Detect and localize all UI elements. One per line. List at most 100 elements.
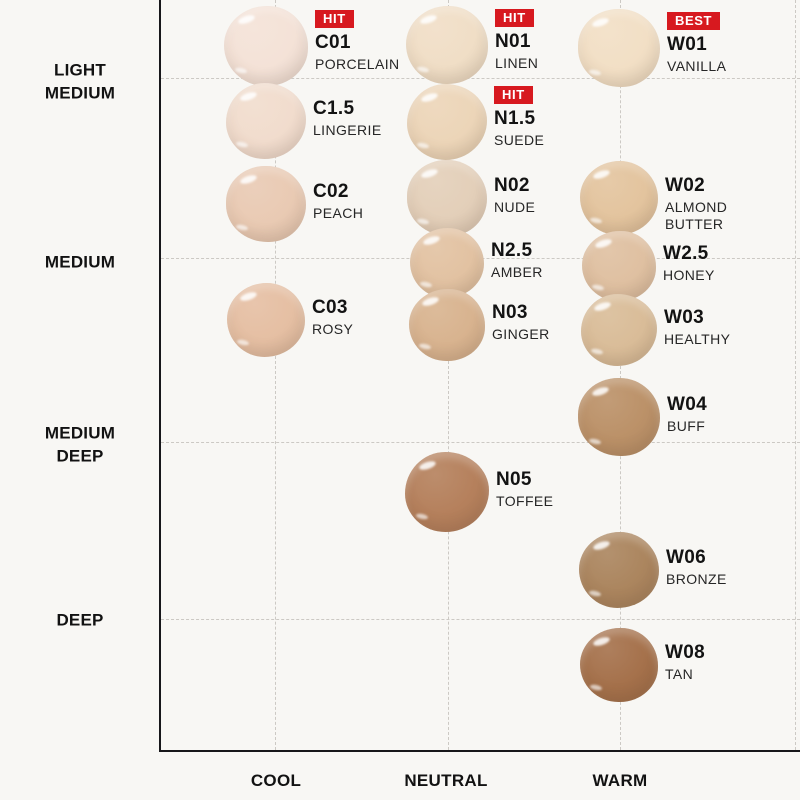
swatch-highlight — [591, 539, 611, 552]
shade-name: HONEY — [663, 267, 715, 284]
shade-swatch-c02 — [226, 166, 306, 242]
swatch-highlight — [238, 173, 258, 186]
depth-label-light-medium: LIGHT MEDIUM — [5, 59, 155, 106]
swatch-highlight — [415, 513, 429, 521]
shade-code: N05 — [496, 469, 532, 490]
shade-label-n01: HIT N01 LINEN — [495, 9, 538, 72]
shade-code: W06 — [666, 547, 706, 568]
shade-swatch-c03 — [227, 283, 305, 357]
shade-code: C01 — [315, 32, 351, 53]
shade-name-line: BRONZE — [666, 570, 727, 587]
x-axis-line — [159, 750, 800, 752]
swatch-highlight — [236, 223, 249, 232]
swatch-highlight — [236, 140, 249, 149]
shade-name-line: HONEY — [663, 266, 715, 283]
swatch-highlight — [592, 635, 611, 648]
shade-swatch-c1.5 — [226, 83, 306, 159]
shade-name: SUEDE — [494, 132, 544, 149]
shade-name-line: GINGER — [492, 325, 550, 342]
shade-label-n1.5: HIT N1.5 SUEDE — [494, 86, 544, 149]
swatch-highlight — [418, 343, 432, 351]
shade-swatch-n02 — [407, 160, 487, 236]
shade-label-w01: BEST W01 VANILLA — [667, 12, 726, 75]
shade-label-w03: W03 HEALTHY — [664, 307, 730, 348]
swatch-highlight — [417, 141, 430, 150]
swatch-highlight — [418, 459, 437, 472]
depth-label-medium: MEDIUM — [5, 250, 155, 273]
swatch-highlight — [239, 290, 258, 303]
shade-name-line: ALMOND — [665, 198, 728, 215]
shade-badge-hit: HIT — [495, 9, 534, 27]
shade-code: C1.5 — [313, 98, 355, 119]
shade-name-line: LINGERIE — [313, 121, 382, 138]
shade-swatch-n05 — [405, 452, 489, 532]
swatch-highlight — [590, 348, 604, 356]
shade-code: W2.5 — [663, 243, 709, 264]
depth-label-deep: DEEP — [5, 608, 155, 631]
shade-code: W08 — [665, 642, 705, 663]
swatch-highlight — [591, 385, 610, 398]
swatch-highlight — [588, 68, 602, 76]
shade-name: ALMOND BUTTER — [665, 199, 727, 233]
undertone-label-neutral: NEUTRAL — [404, 771, 488, 790]
shade-swatch-w03 — [581, 294, 657, 366]
shade-name-line: NUDE — [494, 198, 536, 215]
swatch-highlight — [236, 338, 250, 347]
shade-label-n03: N03 GINGER — [492, 302, 550, 343]
shade-code: W04 — [667, 394, 707, 415]
shade-label-c01: HIT C01 PORCELAIN — [315, 10, 400, 73]
swatch-highlight — [589, 589, 602, 598]
shade-name: ROSY — [312, 321, 353, 338]
shade-label-c02: C02 PEACH — [313, 181, 364, 222]
shade-name: LINEN — [495, 55, 538, 72]
swatch-highlight — [419, 13, 438, 26]
shade-code: N01 — [495, 31, 531, 52]
shade-name: BUFF — [667, 418, 707, 435]
swatch-highlight — [589, 216, 603, 225]
shade-label-c03: C03 ROSY — [312, 297, 353, 338]
shade-code: N03 — [492, 302, 528, 323]
gridline-vertical-3 — [795, 0, 796, 750]
gridline-horizontal-3 — [161, 619, 800, 620]
shade-code: C03 — [312, 297, 348, 318]
shade-swatch-n1.5 — [407, 84, 487, 160]
depth-label-line: MEDIUM — [44, 84, 116, 103]
shade-label-w04: W04 BUFF — [667, 394, 707, 435]
gridline-horizontal-0 — [161, 78, 800, 79]
shade-name: TOFFEE — [496, 493, 553, 510]
shade-swatch-w04 — [578, 378, 660, 456]
gridline-vertical-0 — [275, 0, 276, 750]
shade-name: TAN — [665, 666, 705, 683]
shade-name: PORCELAIN — [315, 56, 400, 73]
shade-name: LINGERIE — [313, 122, 382, 139]
shade-swatch-w2.5 — [582, 231, 656, 301]
swatch-highlight — [419, 280, 432, 289]
swatch-highlight — [592, 168, 611, 181]
shade-name: HEALTHY — [664, 331, 730, 348]
shade-name-line: VANILLA — [667, 57, 727, 74]
swatch-highlight — [421, 295, 440, 308]
shade-name-line: TOFFEE — [496, 492, 554, 509]
shade-name-line: HEALTHY — [664, 330, 731, 347]
shade-name-line: AMBER — [491, 263, 543, 280]
shade-swatch-w06 — [579, 532, 659, 608]
shade-swatch-n01 — [406, 6, 488, 84]
shade-swatch-w02 — [580, 161, 658, 235]
swatch-highlight — [593, 300, 612, 313]
shade-code: W01 — [667, 34, 707, 55]
shade-name: BRONZE — [666, 571, 727, 588]
shade-badge-hit: HIT — [494, 86, 533, 104]
swatch-highlight — [591, 283, 604, 292]
shade-name-line: PORCELAIN — [315, 55, 400, 72]
depth-label-medium-deep: MEDIUM DEEP — [5, 422, 155, 469]
swatch-highlight — [589, 683, 603, 692]
shade-name: NUDE — [494, 199, 535, 216]
swatch-highlight — [237, 13, 256, 26]
swatch-highlight — [419, 167, 439, 180]
shade-swatch-n2.5 — [410, 228, 484, 298]
y-axis-line — [159, 0, 161, 752]
shade-name-line: PEACH — [313, 204, 364, 221]
depth-label-line: LIGHT — [54, 60, 106, 80]
swatch-highlight — [417, 217, 430, 226]
